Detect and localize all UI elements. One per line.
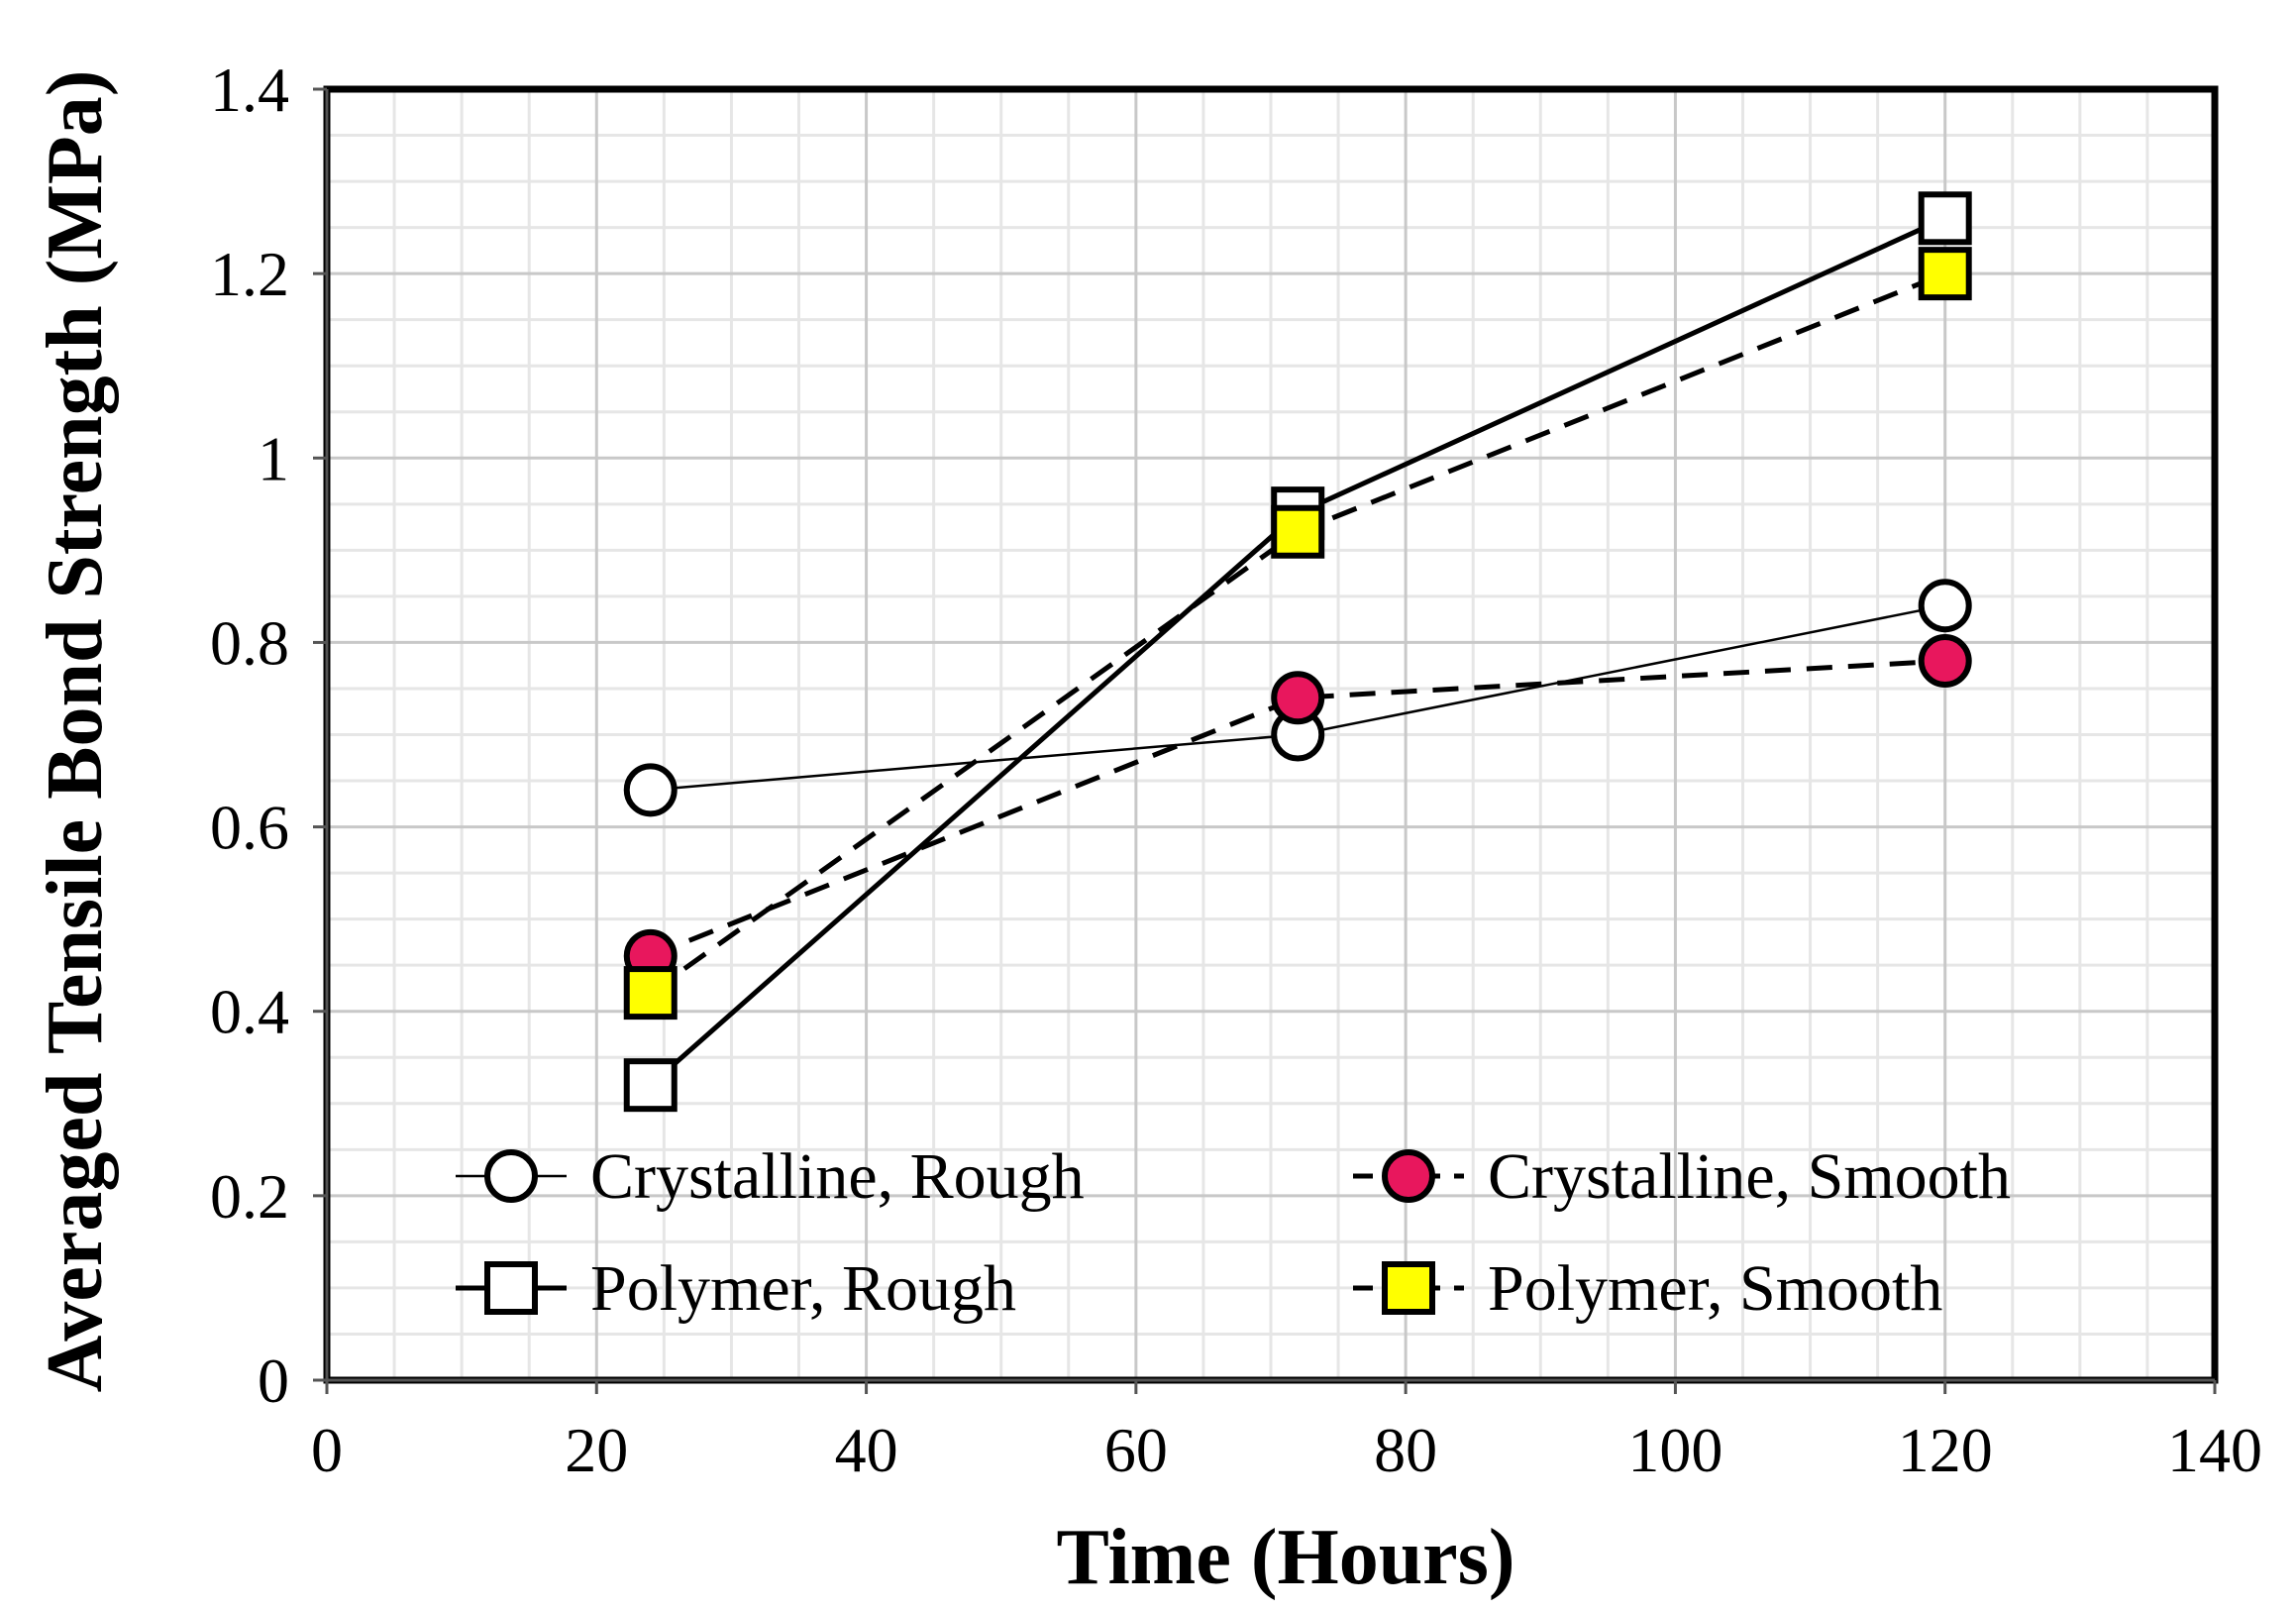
data-point-crystalline-rough — [1918, 579, 1972, 633]
data-point-crystalline-smooth — [1271, 671, 1325, 725]
y-tick-label: 0.8 — [210, 607, 289, 678]
x-tick-label: 100 — [1627, 1415, 1722, 1485]
y-tick-label: 1.2 — [210, 239, 289, 309]
x-tick-label: 120 — [1898, 1415, 1993, 1485]
y-tick-label: 0 — [258, 1345, 289, 1416]
data-point-polymer-smooth — [623, 966, 678, 1021]
y-tick-label: 1.4 — [210, 54, 289, 125]
series-line-crystalline-smooth — [649, 658, 1945, 959]
data-point-polymer-rough — [623, 1058, 678, 1113]
legend: Crystalline, Rough Crystalline, Smooth Pol… — [456, 1140, 2011, 1325]
y-tick-label: 0.4 — [210, 977, 289, 1047]
legend-label-polymer-smooth: Polymer, Smooth — [1488, 1252, 1942, 1325]
series-layer — [623, 191, 1972, 1113]
legend-label-crystalline-rough: Crystalline, Rough — [590, 1140, 1085, 1213]
axes: 0 20 40 60 80 100 120 140 0 0.2 0.4 0.6 0.8 1 1.2 1.4 — [210, 54, 2262, 1485]
y-tick-label: 0.6 — [210, 793, 289, 863]
legend-marker-polymer-smooth — [1382, 1261, 1435, 1315]
data-point-polymer-rough — [1918, 191, 1972, 246]
legend-label-crystalline-smooth: Crystalline, Smooth — [1488, 1140, 2011, 1213]
y-tick-label: 0.2 — [210, 1161, 289, 1232]
data-point-crystalline-rough — [623, 763, 678, 817]
x-tick-label: 60 — [1104, 1415, 1168, 1485]
x-axis-title: Time (Hours) — [1057, 1514, 1515, 1601]
x-tick-label: 80 — [1374, 1415, 1437, 1485]
data-point-polymer-smooth — [1271, 504, 1325, 559]
x-tick-label: 0 — [311, 1415, 343, 1485]
legend-marker-crystalline-smooth — [1382, 1149, 1435, 1203]
y-tick-label: 1 — [258, 423, 289, 493]
legend-label-polymer-rough: Polymer, Rough — [590, 1252, 1016, 1325]
x-tick-label: 40 — [835, 1415, 898, 1485]
legend-marker-crystalline-rough — [484, 1149, 538, 1203]
y-axis-title: Averaged Tensile Bond Strength (MPa) — [32, 70, 119, 1393]
data-point-crystalline-smooth — [1918, 634, 1972, 689]
data-point-polymer-smooth — [1918, 247, 1972, 301]
legend-marker-polymer-rough — [484, 1261, 538, 1315]
x-tick-label: 20 — [565, 1415, 628, 1485]
x-tick-label: 140 — [2167, 1415, 2262, 1485]
